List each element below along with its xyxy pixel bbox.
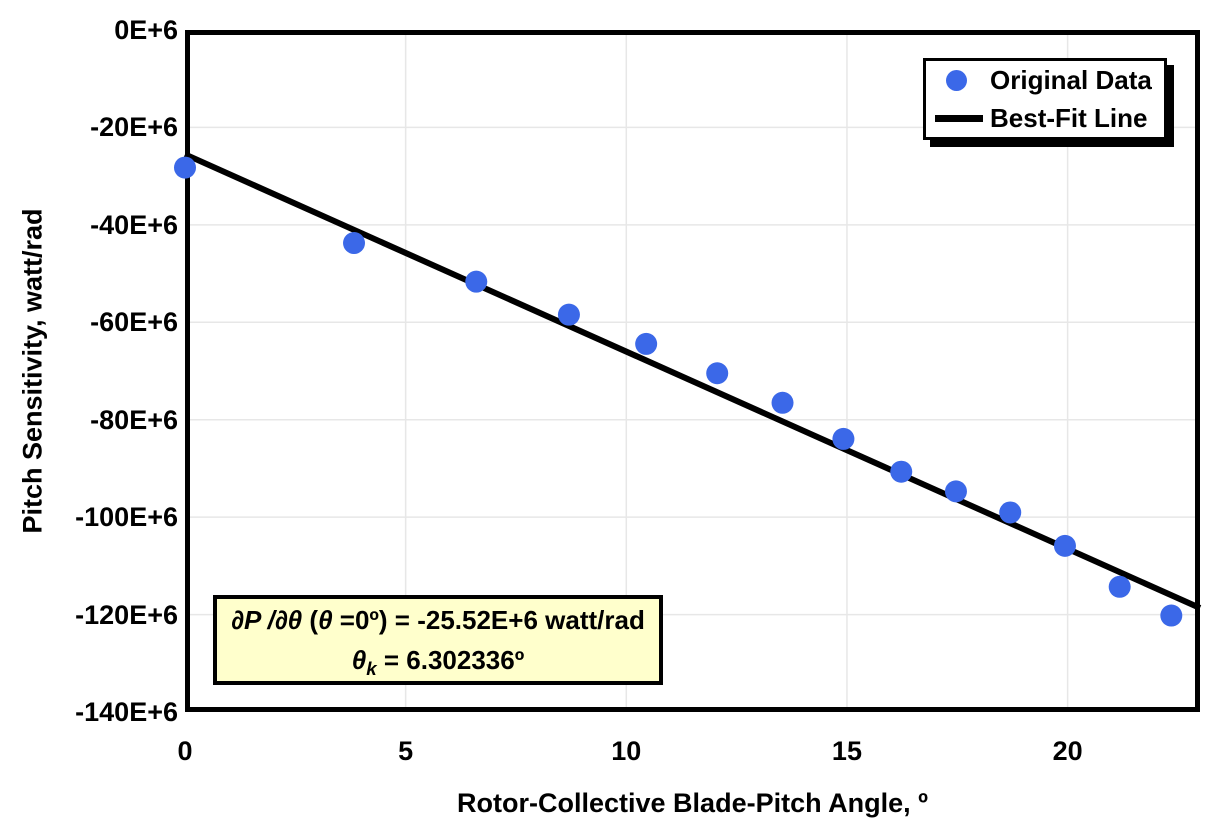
y-tick-label: -120E+6 (75, 599, 178, 630)
data-point (890, 460, 913, 483)
legend-entry-original-data: Original Data (926, 61, 1164, 99)
plot-frame (185, 30, 1200, 712)
y-tick-label: -140E+6 (75, 697, 178, 727)
data-point (343, 232, 366, 255)
data-point (999, 501, 1022, 524)
legend: Original Data Best-Fit Line (923, 58, 1167, 140)
y-tick-label: -60E+6 (90, 307, 178, 338)
y-tick-label: -100E+6 (75, 502, 178, 533)
annotation-line-2: θk = 6.302336º (217, 640, 659, 689)
y-tick-label: 0E+6 (114, 15, 178, 45)
data-point (174, 156, 196, 179)
data-point (832, 427, 855, 450)
data-point (706, 362, 729, 385)
x-tick-label: 15 (831, 736, 862, 766)
x-tick-label: 10 (611, 736, 642, 766)
plot-area (174, 30, 1202, 712)
annotation-math-symbol: ∂P /∂θ (231, 605, 310, 635)
y-tick-label: -40E+6 (90, 209, 178, 240)
best-fit-line (183, 151, 1202, 611)
x-tick-label: 5 (398, 736, 414, 766)
x-tick-label: 20 (1052, 736, 1083, 766)
legend-entry-best-fit-line: Best-Fit Line (926, 99, 1164, 137)
data-point (1160, 604, 1183, 627)
annotation-theta-symbol: θ (318, 605, 333, 635)
legend-label-original-data: Original Data (990, 64, 1152, 95)
data-point (944, 480, 967, 503)
legend-label-best-fit-line: Best-Fit Line (990, 102, 1148, 133)
annotation-box: ∂P /∂θ (θ =0º) = -25.52E+6 watt/rad θk =… (213, 595, 663, 685)
annotation-line-1: ∂P /∂θ (θ =0º) = -25.52E+6 watt/rad (217, 600, 659, 640)
annotation-theta-k-value: = 6.302336º (376, 645, 525, 675)
data-point (1108, 575, 1131, 598)
x-tick-label: 0 (177, 736, 193, 766)
data-point (557, 303, 580, 326)
annotation-theta-k-symbol: θ (351, 645, 367, 675)
x-axis-title: Rotor-Collective Blade-Pitch Angle, º (457, 788, 928, 818)
y-tick-label: -80E+6 (90, 404, 178, 435)
data-point (635, 332, 658, 355)
plot-canvas (174, 30, 1202, 712)
annotation-text: ( (309, 605, 319, 635)
y-axis-title: Pitch Sensitivity, watt/rad (17, 208, 48, 534)
data-point (771, 391, 794, 414)
y-tick-label: -20E+6 (90, 112, 178, 143)
annotation-value: =0º) = -25.52E+6 watt/rad (332, 605, 645, 635)
line-marker-icon (935, 114, 983, 122)
data-point (465, 270, 488, 293)
annotation-subscript: k (366, 658, 377, 680)
data-point (1053, 534, 1076, 557)
scatter-marker-icon (946, 69, 967, 91)
